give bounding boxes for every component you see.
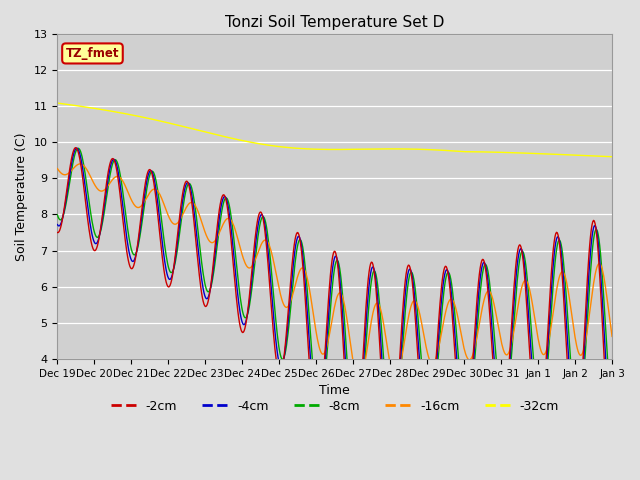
Text: TZ_fmet: TZ_fmet [66,47,119,60]
X-axis label: Time: Time [319,384,350,397]
Y-axis label: Soil Temperature (C): Soil Temperature (C) [15,132,28,261]
Title: Tonzi Soil Temperature Set D: Tonzi Soil Temperature Set D [225,15,444,30]
Legend: -2cm, -4cm, -8cm, -16cm, -32cm: -2cm, -4cm, -8cm, -16cm, -32cm [106,395,564,418]
